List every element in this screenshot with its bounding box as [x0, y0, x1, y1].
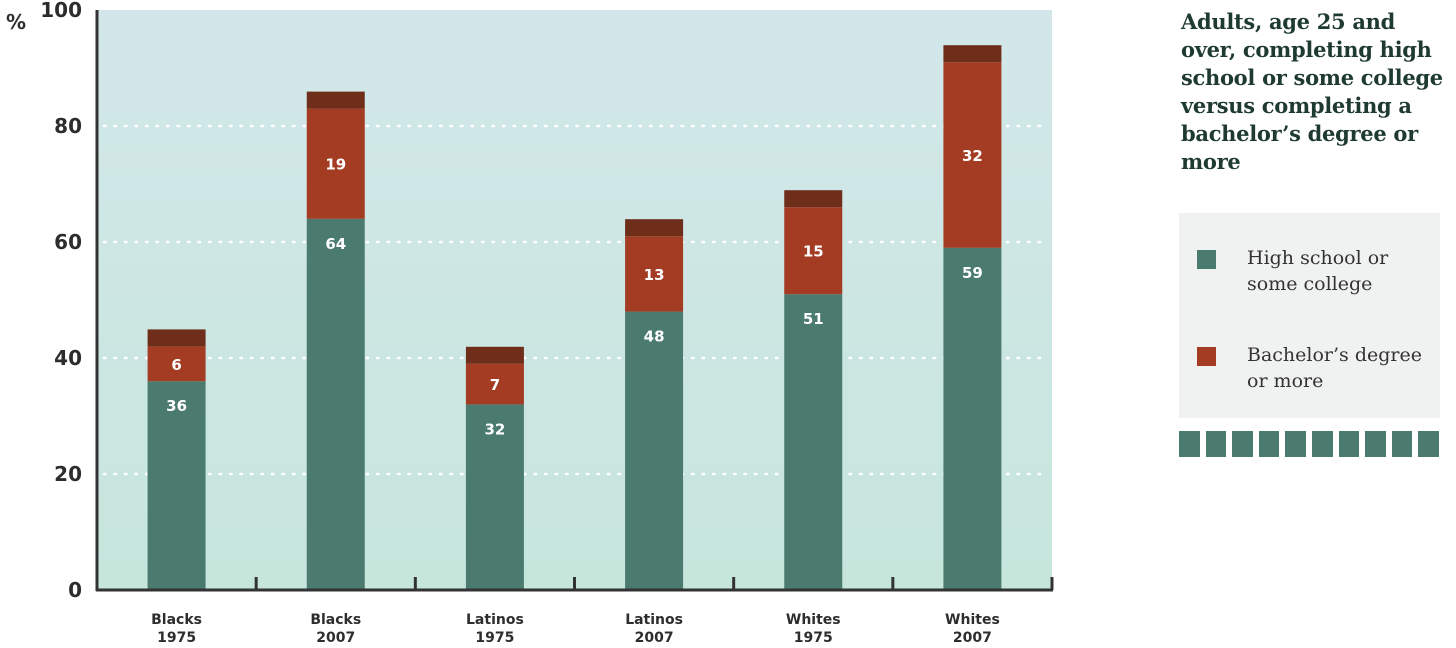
bars	[147, 45, 1002, 591]
value-label-high-school: 48	[644, 328, 665, 346]
y-tick-label: 80	[54, 114, 82, 138]
decorative-block	[1391, 431, 1413, 457]
value-label-bachelors: 15	[803, 243, 824, 261]
decorative-block	[1338, 431, 1360, 457]
y-axis-unit-label: %	[6, 10, 26, 34]
legend-swatch-high-school	[1197, 250, 1216, 269]
y-tick-label: 20	[54, 462, 82, 486]
x-category-label: Latinos	[625, 612, 683, 628]
value-label-bachelors: 13	[644, 266, 665, 284]
bar-high-school	[147, 381, 206, 590]
bar-bachelors	[943, 62, 1002, 248]
bar-high-school	[943, 247, 1002, 591]
value-label-high-school: 32	[484, 420, 505, 438]
bar-bachelors	[306, 108, 365, 219]
plot-background	[97, 10, 1052, 590]
chart-side-title: Adults, age 25 and over, completing high…	[1181, 9, 1443, 174]
axes	[95, 10, 1054, 592]
value-label-high-school: 64	[325, 235, 346, 253]
y-tick-label: 100	[40, 0, 82, 22]
decorative-block	[1205, 431, 1227, 457]
x-category-year-label: 2007	[316, 630, 355, 646]
stacked-bar-chart: 0 20 40 60 80 100% 36 6 Blacks 1975 64 19 Blacks 2007…	[6, 0, 1054, 646]
y-tick-label: 0	[68, 578, 82, 602]
x-category-label: Whites	[786, 612, 841, 628]
y-tick-label: 60	[54, 230, 82, 254]
x-category-year-label: 1975	[475, 630, 514, 646]
value-label-bachelors: 7	[490, 376, 500, 394]
bar-cap	[784, 190, 843, 208]
bar-cap	[306, 91, 365, 109]
legend: High school or some college Bachelor’s d…	[1179, 213, 1440, 418]
decorative-block	[1418, 431, 1439, 457]
x-category-year-label: 1975	[794, 630, 833, 646]
decorative-block	[1179, 431, 1200, 457]
legend-item-bachelors: Bachelor’s degree or more	[1197, 310, 1427, 394]
bar-high-school	[306, 218, 365, 591]
value-label-high-school: 59	[962, 264, 983, 282]
value-label-high-school: 36	[166, 397, 187, 415]
x-category-label: Blacks	[151, 612, 202, 628]
decorative-block	[1365, 431, 1386, 457]
bar-bachelors	[784, 207, 843, 295]
y-tick-label: 40	[54, 346, 82, 370]
legend-swatch-bachelors	[1197, 347, 1216, 366]
legend-label-high-school: High school or some college	[1247, 247, 1389, 295]
gridlines	[102, 124, 1050, 476]
bar-high-school	[784, 294, 843, 590]
bar-bachelors	[465, 363, 524, 405]
bar-high-school	[465, 404, 524, 590]
value-label-high-school: 51	[803, 310, 824, 328]
labels: 0 20 40 60 80 100% 36 6 Blacks 1975 64 19 Blacks 2007…	[6, 0, 1000, 646]
x-category-year-label: 1975	[157, 630, 196, 646]
value-label-bachelors: 6	[171, 356, 181, 374]
x-category-year-label: 2007	[953, 630, 992, 646]
legend-item-high-school: High school or some college	[1197, 213, 1427, 297]
decorative-block-strip	[1179, 431, 1441, 457]
bar-high-school	[625, 311, 684, 590]
decorative-block	[1285, 431, 1306, 457]
decorative-block	[1258, 431, 1280, 457]
value-label-bachelors: 32	[962, 147, 983, 165]
bar-bachelors	[625, 236, 684, 312]
x-category-label: Blacks	[310, 612, 361, 628]
x-category-year-label: 2007	[635, 630, 674, 646]
bar-cap	[943, 45, 1002, 63]
bar-cap	[465, 346, 524, 364]
legend-label-bachelors: Bachelor’s degree or more	[1247, 344, 1422, 392]
value-label-bachelors: 19	[325, 156, 346, 174]
bar-cap	[147, 329, 206, 347]
x-category-label: Latinos	[466, 612, 524, 628]
bar-bachelors	[147, 346, 206, 382]
decorative-block	[1311, 431, 1333, 457]
decorative-block	[1232, 431, 1253, 457]
bar-cap	[625, 219, 684, 237]
x-category-label: Whites	[945, 612, 1000, 628]
